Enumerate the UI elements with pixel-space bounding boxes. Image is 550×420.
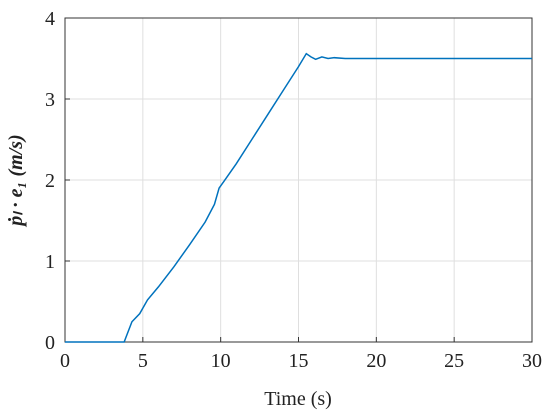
y-tick-label: 2: [45, 170, 55, 192]
x-tick-label: 25: [444, 350, 464, 372]
x-tick-label: 15: [289, 350, 309, 372]
x-tick-label: 5: [138, 350, 148, 372]
y-tick-label: 4: [45, 8, 55, 30]
plot-frame: [64, 17, 533, 343]
y-axis-label: ṗₗ · e₁ (m/s): [5, 134, 27, 227]
x-tick-label: 20: [366, 350, 386, 372]
x-axis-label: Time (s): [264, 388, 332, 410]
data-line: [65, 52, 532, 343]
y-tick-label: 0: [45, 332, 55, 354]
x-tick-label: 30: [522, 350, 542, 372]
x-tick-label: 10: [211, 350, 231, 372]
y-tick-label: 3: [45, 89, 55, 111]
x-tick-label: 0: [60, 350, 70, 372]
y-tick-label: 1: [45, 251, 55, 273]
